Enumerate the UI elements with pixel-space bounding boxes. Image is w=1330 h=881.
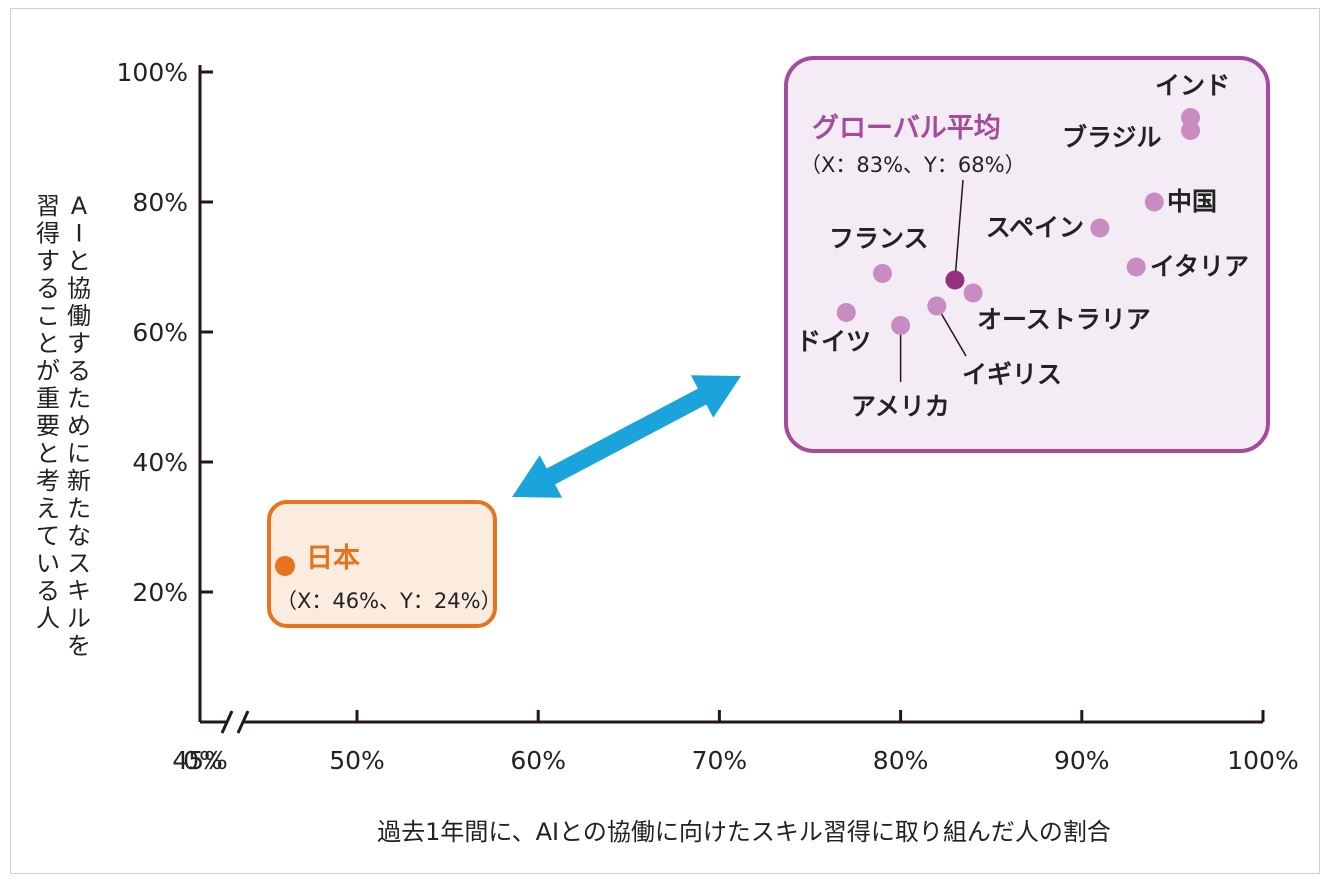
y-tick-label: 60% — [132, 318, 188, 347]
x-tick-label: 70% — [692, 746, 748, 775]
y-axis-title-char: す — [67, 330, 91, 358]
axis-break-mark — [220, 710, 234, 734]
y-tick-label: 80% — [132, 188, 188, 217]
data-label: イギリス — [962, 360, 1062, 389]
global-region-box — [784, 56, 1270, 453]
data-point — [1181, 121, 1201, 140]
y-axis-title-char: す — [36, 247, 60, 275]
y-axis-title-char: 新 — [67, 467, 91, 495]
y-axis-title-char: こ — [36, 302, 60, 330]
leader-line — [936, 305, 967, 357]
data-label: ドイツ — [796, 327, 871, 356]
x-axis-title: 過去1年間に、AIとの協働に向けたスキル習得に取り組んだ人の割合 — [377, 818, 1111, 846]
y-axis-title-char: 重 — [36, 385, 60, 413]
y-axis-ticks: 20% 40% 60% 80% 100% — [117, 58, 213, 607]
leader-line — [954, 179, 964, 281]
axes — [198, 65, 1263, 734]
y-axis-title-char: る — [36, 275, 60, 303]
x-axis-ticks: 0%45% 50% 60% 70% 80% 90% 100% — [172, 710, 1299, 775]
y-axis-title-char: め — [67, 412, 91, 440]
y-axis-title-char: い — [36, 550, 60, 578]
data-label: オーストラリア — [977, 305, 1151, 334]
y-axis-title-char: て — [36, 522, 60, 550]
y-tick-label: 100% — [117, 58, 188, 87]
double-arrow-shape — [512, 375, 741, 498]
data-label: イタリア — [1150, 252, 1249, 281]
axis-break-mark — [236, 710, 250, 734]
global-average-label: グローバル平均 — [812, 112, 1001, 144]
y-axis-title-char: 習 — [36, 192, 60, 220]
data-label: ブラジル — [1062, 123, 1162, 152]
y-axis-title-char: る — [36, 577, 60, 605]
data-point — [872, 264, 892, 283]
data-point — [1090, 218, 1110, 238]
japan-region-box — [267, 500, 497, 628]
y-axis-title-char: 要 — [36, 412, 60, 440]
data-point — [1126, 257, 1146, 277]
y-axis-title-char: に — [67, 440, 91, 468]
y-axis-title-char: ル — [67, 605, 91, 633]
data-point — [927, 296, 947, 316]
y-tick-label: 20% — [132, 578, 188, 607]
x-tick-label: 100% — [1227, 746, 1298, 775]
y-axis-title-char: と — [36, 330, 60, 358]
data-point — [836, 303, 856, 322]
y-axis-title-char: A — [71, 192, 88, 220]
y-axis-title-char: た — [67, 385, 91, 413]
y-axis-title-char: る — [67, 357, 91, 385]
y-axis-title-char: ス — [67, 550, 91, 578]
data-point — [891, 316, 911, 335]
japan-point — [275, 556, 295, 576]
y-axis-title-char: I — [75, 220, 82, 248]
data-label: インド — [1155, 71, 1230, 100]
double-arrow-icon — [512, 375, 741, 498]
y-axis-title-char: な — [67, 522, 91, 550]
y-axis-title-char: キ — [67, 577, 91, 605]
data-point — [1181, 108, 1201, 127]
y-tick-label: 40% — [132, 448, 188, 477]
data-label: アメリカ — [851, 392, 950, 421]
data-label: 中国 — [1167, 187, 1217, 216]
global-average-sub: （X：83%、Y：68%） — [800, 153, 1026, 177]
data-points — [275, 108, 1201, 576]
y-axis-title-char: 働 — [67, 302, 91, 330]
global-average-point — [945, 270, 965, 290]
x-tick-label: 90% — [1054, 746, 1110, 775]
y-axis-title-char: が — [36, 357, 60, 385]
japan-label: 日本 — [306, 543, 360, 574]
data-label: スペイン — [986, 213, 1084, 242]
x-tick-label: 60% — [510, 746, 566, 775]
y-axis-title-char: 考 — [36, 467, 60, 495]
y-axis-title-char: 協 — [67, 275, 91, 303]
y-axis-title-char: た — [67, 495, 91, 523]
y-axis-title-char: 人 — [36, 605, 60, 633]
y-axis-title-char: と — [36, 440, 60, 468]
data-label: フランス — [829, 224, 929, 253]
japan-sub: （X：46%、Y：24%） — [276, 589, 502, 613]
y-axis-title-char: え — [36, 495, 60, 523]
y-axis-title-char: を — [67, 632, 91, 660]
data-point — [1144, 192, 1164, 212]
x-tick-label: 0% — [183, 746, 223, 775]
y-axis-title-char: と — [67, 247, 91, 275]
data-point — [963, 283, 983, 303]
x-tick-label: 80% — [873, 746, 929, 775]
y-axis-title-char: 得 — [36, 220, 60, 248]
x-tick-label: 45% — [172, 746, 228, 775]
x-tick-label: 50% — [329, 746, 385, 775]
